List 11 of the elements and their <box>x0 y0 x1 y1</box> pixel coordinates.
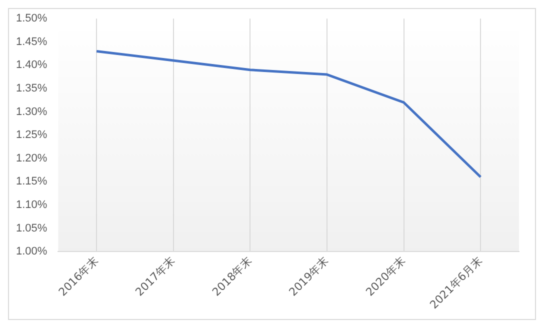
y-tick-label: 1.15% <box>16 176 48 188</box>
y-tick-label: 1.10% <box>16 199 48 212</box>
y-tick-label: 1.50% <box>16 12 48 25</box>
y-tick-label: 1.35% <box>16 82 48 95</box>
y-tick-label: 1.00% <box>16 246 48 258</box>
y-tick-label: 1.20% <box>16 152 48 164</box>
y-tick-label: 1.30% <box>16 106 48 118</box>
y-tick-label: 1.05% <box>16 222 48 234</box>
y-tick-label: 1.40% <box>16 59 48 72</box>
y-tick-label: 1.45% <box>16 36 48 48</box>
y-tick-label: 1.25% <box>16 129 48 142</box>
